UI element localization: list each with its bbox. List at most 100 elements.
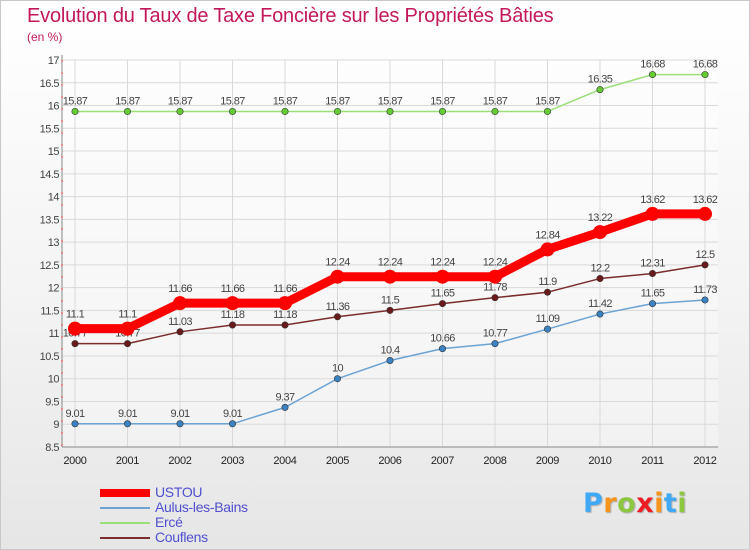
data-label-erce: 15.87: [273, 95, 298, 107]
data-point-couflens: [701, 261, 709, 269]
x-tick-label: 2004: [273, 455, 296, 467]
data-point-aulus-les-bains: [386, 356, 394, 364]
data-label-erce: 16.68: [693, 59, 718, 71]
data-point-aulus-les-bains: [176, 420, 184, 428]
data-label-aulus-les-bains: 11.42: [588, 298, 612, 310]
data-label-ustou: 11.1: [118, 309, 137, 321]
data-point-aulus-les-bains: [491, 340, 499, 348]
data-label-ustou: 12.24: [430, 257, 455, 269]
data-point-aulus-les-bains: [229, 420, 237, 428]
data-label-ustou: 12.24: [483, 257, 508, 269]
data-label-erce: 15.87: [378, 95, 403, 107]
x-tick-label: 2002: [168, 455, 191, 467]
x-tick-label: 2008: [483, 455, 506, 467]
data-label-erce: 15.87: [168, 95, 193, 107]
data-point-ustou: [68, 321, 82, 336]
data-label-couflens: 11.36: [326, 301, 350, 313]
y-tick-label: 16.5: [40, 78, 60, 90]
data-point-ustou: [435, 269, 450, 284]
data-label-ustou: 13.22: [588, 212, 613, 224]
legend-item-erce: Ercé: [100, 514, 320, 530]
data-label-couflens: 12.5: [695, 249, 714, 261]
legend-label-erce: Ercé: [155, 514, 183, 530]
data-point-couflens: [333, 313, 341, 321]
data-point-couflens: [281, 321, 289, 329]
legend-swatch-couflens: [100, 537, 150, 539]
data-point-couflens: [176, 328, 184, 336]
data-point-ustou: [698, 206, 712, 221]
data-label-couflens: 11.78: [483, 282, 507, 294]
data-point-erce: [176, 107, 184, 115]
y-tick-label: 9: [53, 419, 59, 431]
data-point-couflens: [543, 288, 551, 296]
data-label-aulus-les-bains: 9.01: [170, 408, 189, 420]
x-tick-label: 2007: [431, 455, 454, 467]
proxiti-logo: Proxiti: [583, 488, 687, 519]
data-label-aulus-les-bains: 10.4: [380, 344, 399, 356]
data-label-aulus-les-bains: 9.01: [65, 408, 84, 420]
x-tick-label: 2006: [378, 455, 401, 467]
data-label-couflens: 12.31: [640, 258, 665, 270]
data-point-aulus-les-bains: [543, 325, 551, 333]
data-label-couflens: 11.03: [168, 316, 192, 328]
y-tick-label: 9.5: [45, 396, 59, 408]
data-point-ustou: [330, 269, 345, 284]
logo-letter: r: [603, 488, 618, 519]
legend-swatch-aulus-les-bains: [100, 507, 150, 509]
data-point-erce: [438, 107, 446, 115]
data-point-couflens: [71, 340, 79, 348]
data-label-ustou: 11.66: [168, 283, 192, 295]
data-point-ustou: [278, 296, 292, 311]
x-tick-label: 2009: [536, 455, 559, 467]
data-point-couflens: [124, 340, 132, 348]
x-tick-label: 2011: [641, 455, 664, 467]
y-tick-label: 17: [48, 55, 60, 67]
data-point-ustou: [593, 225, 607, 240]
legend-label-couflens: Couflens: [155, 529, 208, 545]
data-label-couflens: 11.18: [221, 309, 245, 321]
y-tick-label: 13.5: [40, 214, 60, 226]
logo-letter: x: [636, 488, 655, 519]
data-point-ustou: [540, 242, 555, 257]
y-tick-label: 12.5: [40, 260, 60, 272]
chart-title: Evolution du Taux de Taxe Foncière sur l…: [27, 5, 554, 27]
data-label-couflens: 12.2: [590, 263, 609, 275]
data-point-couflens: [229, 321, 237, 329]
data-label-erce: 15.87: [63, 95, 88, 107]
y-tick-label: 10.5: [40, 351, 60, 363]
data-point-erce: [648, 71, 656, 79]
data-label-ustou: 11.66: [273, 283, 297, 295]
data-point-erce: [124, 107, 132, 115]
y-tick-label: 14: [48, 192, 60, 204]
data-label-couflens: 11.5: [381, 294, 400, 306]
legend-item-ustou: USTOU: [100, 484, 320, 500]
logo-letter: o: [617, 488, 637, 519]
data-point-erce: [596, 86, 604, 94]
legend-item-aulus-les-bains: Aulus-les-Bains: [100, 499, 320, 515]
y-tick-label: 15: [48, 146, 60, 158]
data-label-erce: 15.87: [535, 95, 560, 107]
data-point-erce: [386, 107, 394, 115]
data-point-aulus-les-bains: [333, 375, 341, 383]
data-label-erce: 15.87: [483, 95, 508, 107]
logo-letter: t: [663, 488, 678, 519]
legend-swatch-ustou: [100, 489, 150, 497]
data-point-aulus-les-bains: [124, 420, 132, 428]
data-point-aulus-les-bains: [701, 296, 709, 304]
data-point-aulus-les-bains: [71, 420, 79, 428]
data-label-ustou: 13.62: [640, 194, 665, 206]
data-label-aulus-les-bains: 10.77: [483, 328, 508, 340]
data-label-aulus-les-bains: 11.09: [536, 313, 560, 325]
logo-letter: i: [677, 488, 688, 519]
data-point-erce: [543, 107, 551, 115]
y-tick-label: 8.5: [45, 442, 59, 454]
data-point-couflens: [648, 270, 656, 278]
data-point-erce: [491, 107, 499, 115]
x-tick-label: 2003: [221, 455, 244, 467]
x-tick-label: 2000: [63, 455, 86, 467]
logo-letter: P: [583, 488, 604, 519]
y-tick-label: 16: [48, 101, 60, 113]
y-tick-label: 13: [48, 237, 60, 249]
y-tick-label: 14.5: [40, 169, 60, 181]
